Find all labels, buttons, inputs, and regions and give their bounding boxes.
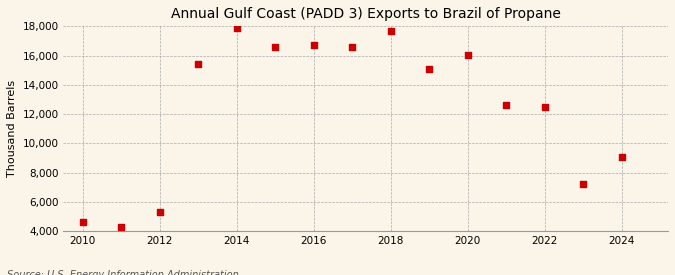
Point [462,53,473,57]
Title: Annual Gulf Coast (PADD 3) Exports to Brazil of Propane: Annual Gulf Coast (PADD 3) Exports to Br… [171,7,561,21]
Point [424,67,435,72]
Point [232,26,242,31]
Text: Source: U.S. Energy Information Administration: Source: U.S. Energy Information Administ… [7,271,238,275]
Y-axis label: Thousand Barrels: Thousand Barrels [7,80,17,177]
Point [385,29,396,33]
Point [539,104,550,109]
Point [155,210,165,214]
Point [116,225,127,229]
Point [347,45,358,49]
Point [501,103,512,108]
Point [193,62,204,67]
Point [578,182,589,186]
Point [616,154,627,159]
Point [270,45,281,49]
Point [78,220,88,225]
Point [308,42,319,47]
